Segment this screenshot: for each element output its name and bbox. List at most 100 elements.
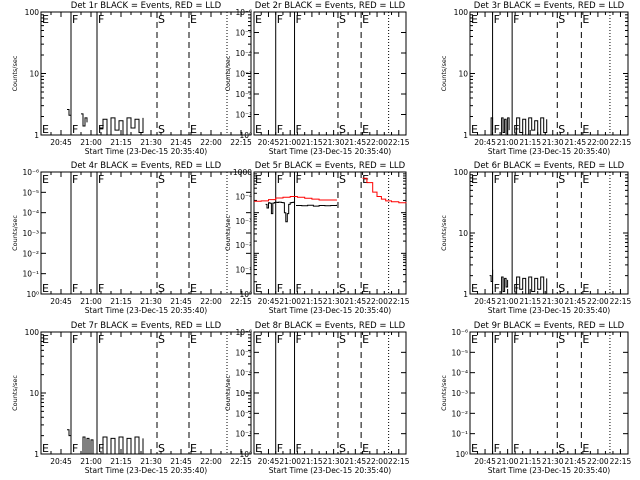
y-tick-label: 10⁻¹ bbox=[235, 430, 252, 439]
x-axis-label: Start Time (23-Dec-15 20:35:40) bbox=[488, 466, 610, 475]
event-marker-label: E bbox=[42, 13, 49, 26]
y-tick-label: 10 bbox=[29, 70, 39, 79]
event-marker-label: S bbox=[158, 282, 165, 295]
x-tick-label: 22:00 bbox=[587, 297, 609, 306]
y-tick-label: 10⁻³ bbox=[22, 229, 39, 238]
event-marker-label: E bbox=[582, 282, 589, 295]
event-marker-label: F bbox=[494, 123, 500, 136]
y-tick-label: 10⁰ bbox=[26, 290, 39, 299]
y-tick-label: 10⁻² bbox=[235, 409, 252, 418]
y-axis-label: Counts/sec bbox=[224, 55, 232, 91]
x-tick-label: 22:15 bbox=[230, 297, 252, 306]
x-tick-label: 21:00 bbox=[497, 297, 519, 306]
panel-title: Det 5r BLACK = Events, RED = LLD bbox=[255, 161, 406, 171]
event-marker-label: F bbox=[296, 282, 302, 295]
event-marker-label: E bbox=[42, 442, 49, 455]
y-axis-label: Counts/sec bbox=[440, 375, 448, 411]
panel-title: Det 3r BLACK = Events, RED = LLD bbox=[474, 1, 625, 11]
panel-4: Det 4r BLACK = Events, RED = LLD 10⁰ 10⁻¹ 1… bbox=[11, 161, 252, 315]
x-tick-label: 21:45 bbox=[170, 138, 192, 147]
y-axis-label: Counts/sec bbox=[11, 215, 19, 251]
event-marker-label: F bbox=[72, 282, 78, 295]
panel-title: Det 7r BLACK = Events, RED = LLD bbox=[71, 321, 222, 331]
y-tick-label: 100 bbox=[454, 168, 469, 177]
y-tick-label: 10⁻³ bbox=[235, 217, 252, 226]
y-tick-label: 10⁻¹ bbox=[235, 111, 252, 120]
x-tick-label: 21:00 bbox=[80, 138, 102, 147]
event-marker-label: E bbox=[190, 282, 197, 295]
event-marker-label: F bbox=[296, 123, 302, 136]
event-marker-label: S bbox=[558, 13, 565, 26]
x-axis-label: Start Time (23-Dec-15 20:35:40) bbox=[269, 466, 391, 475]
event-marker-label: E bbox=[42, 282, 49, 295]
x-tick-label: 21:00 bbox=[497, 457, 519, 466]
event-marker-label: E bbox=[190, 123, 197, 136]
x-tick-label: 21:15 bbox=[110, 138, 132, 147]
event-marker-label: F bbox=[72, 123, 78, 136]
plot-frame bbox=[40, 171, 252, 295]
x-tick-label: 21:00 bbox=[279, 457, 301, 466]
event-marker-label: E bbox=[42, 333, 49, 346]
event-marker-label: S bbox=[158, 333, 165, 346]
x-tick-label: 21:00 bbox=[279, 297, 301, 306]
series-events-line bbox=[296, 204, 337, 207]
y-tick-label: 10 bbox=[458, 70, 468, 79]
x-tick-label: 21:30 bbox=[542, 297, 564, 306]
event-marker-label: E bbox=[471, 442, 478, 455]
panel-title: Det 9r BLACK = Events, RED = LLD bbox=[474, 321, 625, 331]
y-axis-label: Counts/sec bbox=[224, 375, 232, 411]
x-tick-label: 22:00 bbox=[366, 138, 388, 147]
x-tick-label: 22:15 bbox=[388, 457, 410, 466]
event-marker-label: F bbox=[98, 173, 104, 186]
x-tick-label: 21:15 bbox=[519, 297, 541, 306]
event-marker-label: F bbox=[513, 13, 519, 26]
x-tick-label: 21:30 bbox=[542, 457, 564, 466]
y-axis-label: Counts/sec bbox=[440, 215, 448, 251]
event-marker-label: E bbox=[362, 13, 369, 26]
event-marker-label: S bbox=[558, 282, 565, 295]
panel-title: Det 8r BLACK = Events, RED = LLD bbox=[255, 321, 406, 331]
x-tick-label: 22:00 bbox=[366, 297, 388, 306]
panel-8: Det 8r BLACK = Events, RED = LLD 10⁰ 10⁻¹ 1… bbox=[224, 321, 410, 475]
x-tick-label: 21:15 bbox=[519, 138, 541, 147]
x-tick-label: 22:15 bbox=[610, 297, 632, 306]
y-tick-label: 10⁻³ bbox=[451, 389, 468, 398]
event-marker-label: S bbox=[339, 173, 346, 186]
event-marker-label: E bbox=[471, 13, 478, 26]
event-marker-label: F bbox=[277, 123, 283, 136]
y-tick-label: 100 bbox=[25, 8, 40, 17]
series-events-line bbox=[265, 201, 295, 223]
plot-frame bbox=[469, 171, 629, 295]
x-tick-label: 20:45 bbox=[474, 297, 496, 306]
y-tick-label: 10⁻⁵ bbox=[235, 348, 252, 357]
y-tick-label: 10⁻⁶ bbox=[235, 8, 252, 17]
event-marker-label: E bbox=[190, 442, 197, 455]
y-tick-label: 1 bbox=[34, 450, 39, 459]
x-tick-label: 21:15 bbox=[519, 457, 541, 466]
y-tick-label: 10⁻³ bbox=[235, 70, 252, 79]
x-tick-label: 21:00 bbox=[279, 138, 301, 147]
series-events-line bbox=[99, 436, 144, 455]
x-axis-label: Start Time (23-Dec-15 20:35:40) bbox=[269, 306, 391, 315]
panel-1: Det 1r BLACK = Events, RED = LLD 1 10 100 20… bbox=[11, 1, 252, 156]
x-tick-label: 21:30 bbox=[323, 138, 345, 147]
y-axis-label: Counts/sec bbox=[440, 55, 448, 91]
y-tick-label: 10⁻⁵ bbox=[451, 348, 468, 357]
x-tick-label: 21:15 bbox=[110, 457, 132, 466]
event-marker-label: F bbox=[513, 442, 519, 455]
x-axis-label: Start Time (23-Dec-15 20:35:40) bbox=[269, 147, 391, 156]
event-marker-label: E bbox=[42, 123, 49, 136]
plot-frame bbox=[253, 171, 407, 295]
x-tick-label: 20:45 bbox=[258, 297, 280, 306]
event-marker-label: E bbox=[255, 13, 262, 26]
event-marker-label: E bbox=[42, 173, 49, 186]
event-marker-label: S bbox=[339, 123, 346, 136]
y-tick-label: 10⁰ bbox=[239, 290, 252, 299]
y-tick-label: 1000 bbox=[233, 168, 252, 177]
y-tick-label: 10⁻⁵ bbox=[22, 188, 39, 197]
x-tick-label: 20:45 bbox=[258, 457, 280, 466]
event-marker-label: F bbox=[98, 333, 104, 346]
y-tick-label: 10⁻² bbox=[235, 90, 252, 99]
